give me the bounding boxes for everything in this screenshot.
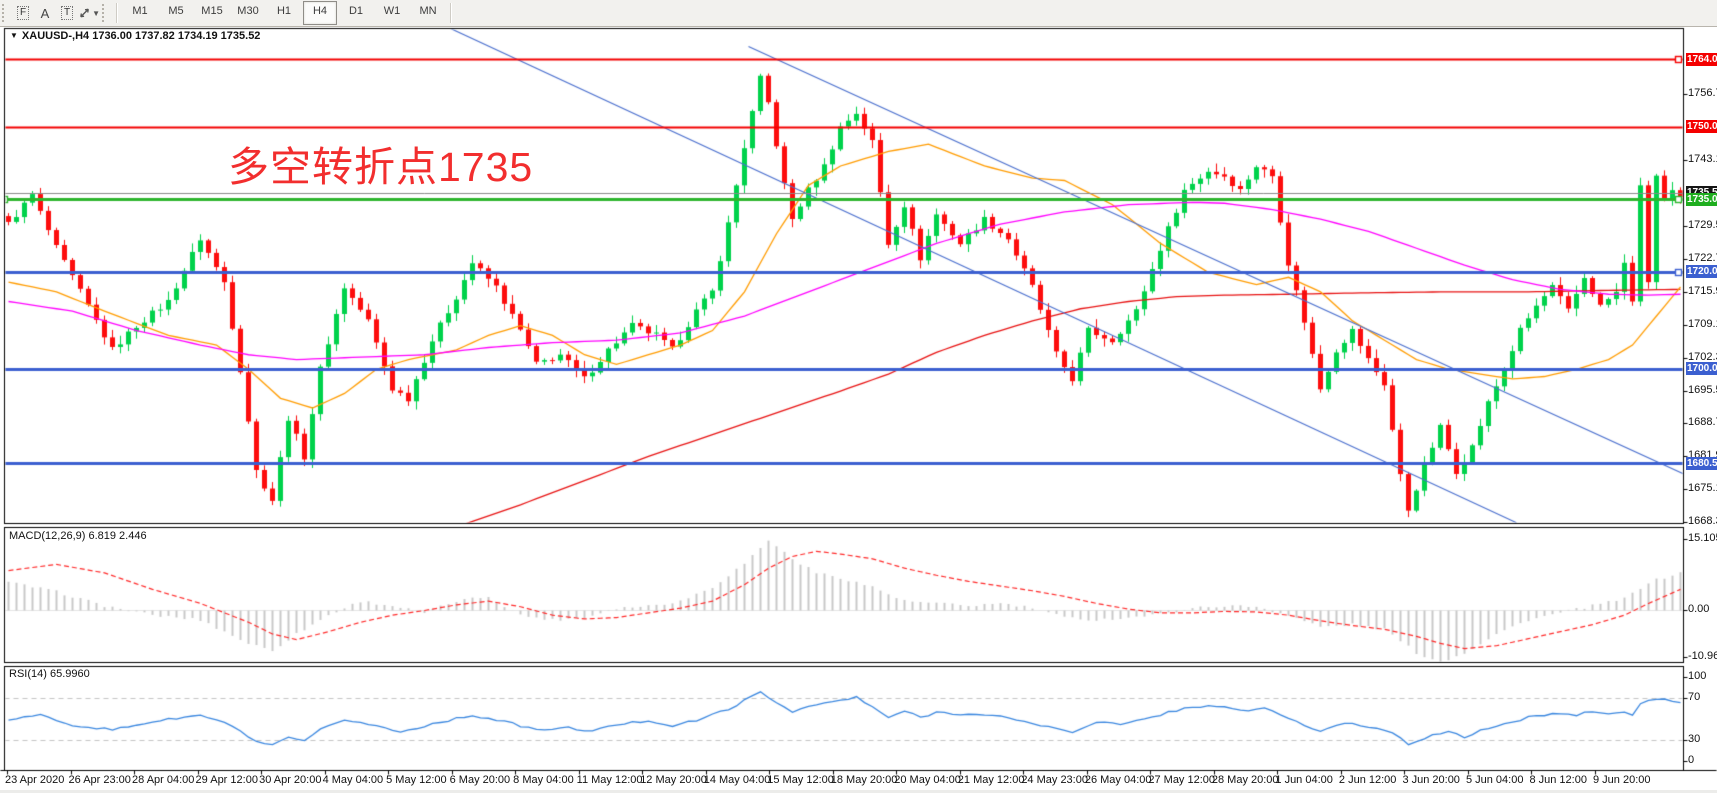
price-tick-label: 1756.7 — [1688, 87, 1717, 100]
chart-annotation-text[interactable]: 多空转折点1735 — [228, 144, 534, 190]
macd-tick-label: 15.105 — [1688, 532, 1717, 544]
price-tick-label: 1715.9 — [1688, 284, 1717, 297]
time-tick-label: 18 May 20:00 — [830, 774, 898, 786]
macd-tick-label: 0.00 — [1688, 603, 1710, 615]
timeframe-button-d1[interactable]: D1 — [348, 5, 364, 17]
price-tick-label: 1709.1 — [1688, 317, 1717, 330]
time-tick-label: 28 Apr 04:00 — [132, 774, 195, 786]
diag-arrows-glyph — [80, 8, 89, 18]
symbol-ohlc-text: XAUUSD-,H4 1736.00 1737.82 1734.19 1735.… — [21, 30, 261, 42]
rsi-tick-label: 70 — [1688, 691, 1701, 703]
timeframe-button-h4[interactable]: H4 — [303, 1, 337, 25]
price-tick-label: 1729.5 — [1688, 218, 1717, 231]
time-tick-label: 27 May 12:00 — [1148, 774, 1216, 786]
time-tick-label: 30 Apr 20:00 — [259, 774, 322, 786]
time-tick-label: 26 Apr 23:00 — [68, 774, 131, 786]
price-tick-label: 1722.7 — [1688, 251, 1717, 264]
time-tick-label: 8 May 04:00 — [513, 774, 574, 786]
price-tick-label: 1702.3 — [1688, 350, 1717, 363]
dropdown-triangle-icon[interactable]: ▼ — [10, 31, 18, 40]
price-badge: 1720.0 — [1686, 265, 1717, 279]
price-tick-label: 1668.3 — [1688, 515, 1717, 528]
time-tick-label: 5 May 12:00 — [386, 774, 447, 786]
chart-shift-icon[interactable]: F — [12, 3, 34, 23]
timeframe-button-h1[interactable]: H1 — [276, 5, 292, 17]
time-tick-label: 20 May 04:00 — [894, 774, 961, 786]
price-badge: 1700.0 — [1686, 362, 1717, 376]
time-tick-label: 6 May 20:00 — [449, 774, 511, 786]
time-tick-label: 14 May 04:00 — [703, 774, 771, 786]
time-tick-label: 1 Jun 04:00 — [1275, 774, 1333, 786]
time-tick-label: 28 May 20:00 — [1211, 774, 1279, 786]
time-tick-label: 21 May 12:00 — [957, 774, 1025, 786]
time-tick-label: 12 May 20:00 — [640, 774, 707, 786]
annotation-letter-icon[interactable]: A — [40, 5, 50, 21]
text-box-icon[interactable]: T — [56, 3, 78, 23]
toolbar-grip[interactable] — [2, 4, 8, 22]
timeframe-buttons: M1 M5 M15 M30 H1 H4 D1 W1 MN — [122, 1, 446, 25]
dropdown-caret-icon: ▼ — [92, 8, 100, 18]
time-tick-label: 8 Jun 12:00 — [1529, 774, 1587, 786]
time-tick-label: 24 May 23:00 — [1021, 774, 1088, 786]
time-tick-label: 3 Jun 20:00 — [1402, 774, 1460, 786]
time-tick-label: 4 May 04:00 — [322, 774, 384, 786]
text-box-glyph: T — [60, 6, 74, 20]
time-tick-label: 2 Jun 12:00 — [1338, 774, 1397, 786]
timeframe-button-m15[interactable]: M15 — [201, 5, 223, 17]
toolbar: F A T ▼ M1 M5 M15 M30 H1 H4 D1 W1 MN — [0, 0, 1717, 27]
macd-indicator-label: MACD(12,26,9) 6.819 2.446 — [9, 530, 147, 542]
rsi-tick-label: 30 — [1688, 733, 1701, 745]
window-bottom-strip — [0, 790, 1717, 793]
price-badge: 1735.0 — [1686, 192, 1717, 206]
toolbar-separator — [450, 3, 452, 23]
price-tick-label: 1688.7 — [1688, 416, 1717, 429]
price-badge: 1680.5 — [1686, 456, 1717, 470]
time-tick-label: 9 Jun 20:00 — [1593, 774, 1651, 786]
time-tick-label: 29 Apr 12:00 — [195, 774, 258, 786]
timeframe-button-mn[interactable]: MN — [419, 5, 437, 17]
time-tick-label: 23 Apr 2020 — [5, 774, 65, 786]
timeframe-button-m1[interactable]: M1 — [132, 5, 148, 17]
time-tick-label: 26 May 04:00 — [1084, 774, 1152, 786]
timeframe-button-m5[interactable]: M5 — [168, 5, 184, 17]
macd-tick-label: -10.963 — [1688, 650, 1717, 662]
chart-shift-glyph: F — [16, 6, 30, 20]
rsi-tick-label: 0 — [1688, 754, 1695, 766]
timeframe-button-m30[interactable]: M30 — [237, 5, 259, 17]
price-badge: 1764.0 — [1686, 52, 1717, 66]
toolbar-separator — [116, 3, 118, 23]
price-badge: 1750.0 — [1686, 120, 1717, 134]
timeframe-button-w1[interactable]: W1 — [383, 5, 401, 17]
time-tick-label: 15 May 12:00 — [767, 774, 834, 786]
price-tick-label: 1675.1 — [1688, 482, 1717, 495]
price-tick-label: 1695.5 — [1688, 383, 1717, 396]
rsi-indicator-label: RSI(14) 65.9960 — [9, 668, 90, 680]
time-tick-label: 11 May 12:00 — [576, 774, 643, 786]
time-tick-label: 5 Jun 04:00 — [1465, 774, 1524, 786]
crosshair-arrows-icon[interactable]: ▼ — [78, 3, 100, 23]
rsi-tick-label: 100 — [1688, 670, 1707, 682]
toolbar-grip[interactable] — [102, 4, 108, 22]
price-tick-label: 1743.1 — [1688, 153, 1717, 166]
symbol-title[interactable]: ▼ XAUUSD-,H4 1736.00 1737.82 1734.19 1735… — [10, 30, 264, 43]
